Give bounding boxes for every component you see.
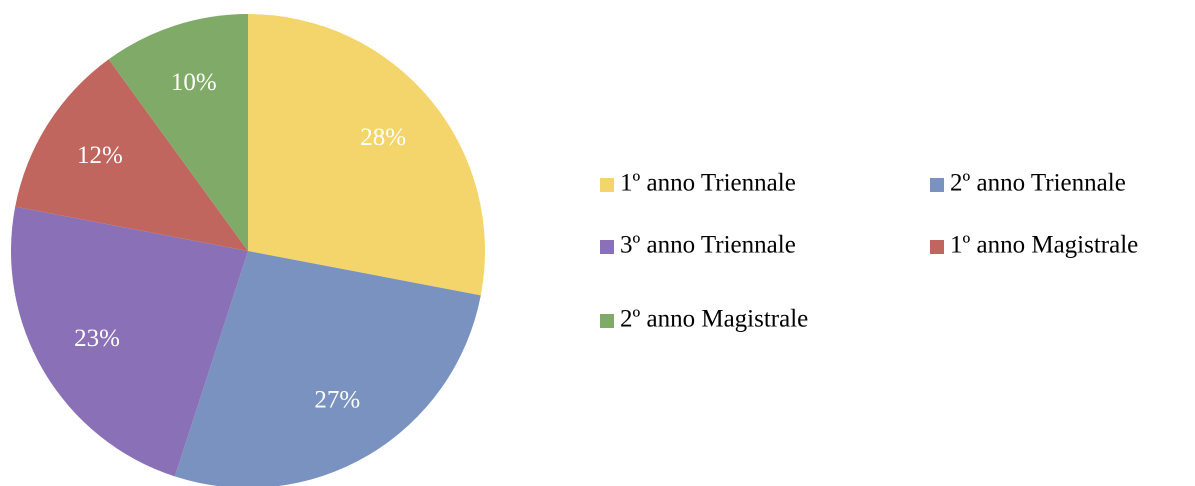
data-label: 23% [74, 325, 120, 352]
legend-label: 1º anno Magistrale [950, 232, 1138, 259]
pie-slice [174, 251, 481, 486]
legend-swatch [930, 178, 944, 192]
data-label: 28% [360, 124, 406, 151]
legend-label: 2º anno Magistrale [620, 306, 808, 333]
pie-slice [108, 14, 249, 251]
data-label: 27% [314, 387, 360, 414]
legend-swatch [600, 178, 614, 192]
pie-slice [15, 59, 248, 252]
legend-swatch [600, 240, 614, 254]
data-label: 10% [171, 69, 217, 96]
pie-slice [248, 14, 486, 296]
legend-label: 2º anno Triennale [950, 170, 1126, 197]
legend-label: 3º anno Triennale [620, 232, 796, 259]
legend-swatch [930, 240, 944, 254]
legend-label: 1º anno Triennale [620, 170, 796, 197]
data-label: 12% [77, 142, 123, 169]
legend-swatch [600, 314, 614, 328]
pie-slice [11, 206, 249, 477]
